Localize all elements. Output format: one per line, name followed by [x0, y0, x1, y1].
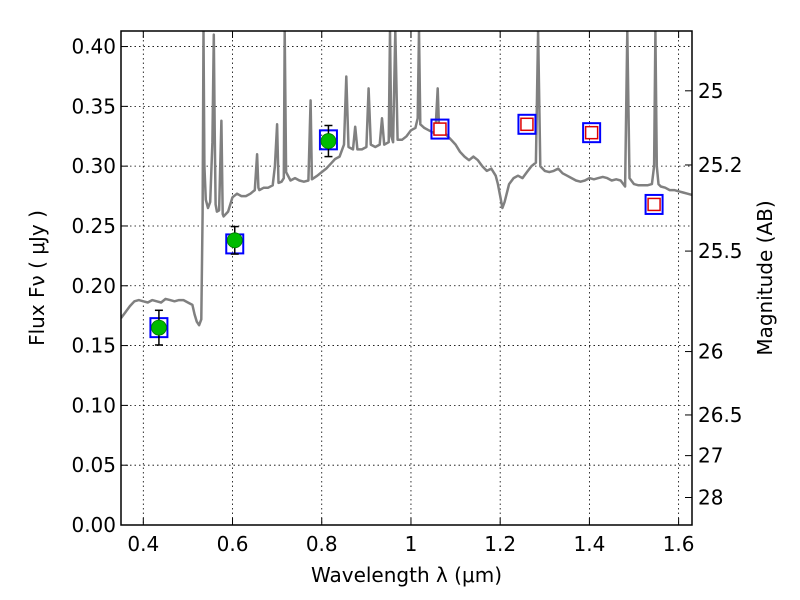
y-tick-label: 0.40	[71, 35, 116, 59]
y-tick-label: 0.35	[71, 94, 116, 118]
photometry-square-marker	[582, 122, 602, 144]
axes-frame	[120, 30, 693, 526]
x-tick-label: 1	[405, 532, 418, 556]
red-square-marker	[647, 197, 661, 212]
green-circle-marker	[226, 232, 243, 249]
photometry-square-marker	[644, 193, 664, 215]
plot-area	[121, 31, 692, 346]
y-tick-label: 0.15	[71, 334, 116, 358]
y-tick-label: 0.30	[71, 154, 116, 178]
spectrum-line	[121, 31, 692, 327]
y-tick-label: 0.25	[71, 214, 116, 238]
right-tick-label: 28	[698, 485, 723, 509]
x-tick-label: 1.4	[573, 532, 605, 556]
red-square-marker	[433, 122, 447, 136]
right-tick-label: 25	[698, 79, 723, 103]
photometry-square-marker	[430, 118, 450, 140]
photometry-square-marker	[517, 113, 537, 135]
x-tick-label: 0.4	[127, 532, 159, 556]
right-tick-label: 25.5	[698, 239, 743, 263]
right-axis-label: Magnitude (AB)	[753, 200, 777, 355]
right-tick-label: 27	[698, 444, 723, 468]
plot-clip-group	[121, 31, 692, 346]
right-tick-label: 25.2	[698, 153, 743, 177]
x-tick-label: 0.8	[306, 532, 338, 556]
right-tick-label: 26	[698, 340, 723, 364]
right-tick-label: 26.5	[698, 403, 743, 427]
green-circle-marker	[320, 133, 337, 149]
x-tick-label: 1.6	[663, 532, 695, 556]
x-axis-label: Wavelength λ (μm)	[311, 563, 502, 587]
y-tick-label: 0.05	[71, 453, 116, 477]
y-tick-label: 0.20	[71, 274, 116, 298]
y-axis-label: Flux Fν ( μJy )	[25, 210, 49, 346]
red-square-marker	[584, 125, 599, 140]
x-tick-label: 0.6	[217, 532, 249, 556]
y-tick-label: 0.00	[71, 513, 116, 537]
green-circle-marker	[151, 319, 167, 336]
x-tick-label: 1.2	[484, 532, 516, 556]
axis-ticks: 0.4 0.6 0.8 1 1.2 1.4 1.6 0.00 0.05 0.10 0.15 0.20 0…	[71, 31, 743, 556]
red-square-marker	[520, 117, 534, 132]
y-tick-label: 0.10	[71, 393, 116, 417]
